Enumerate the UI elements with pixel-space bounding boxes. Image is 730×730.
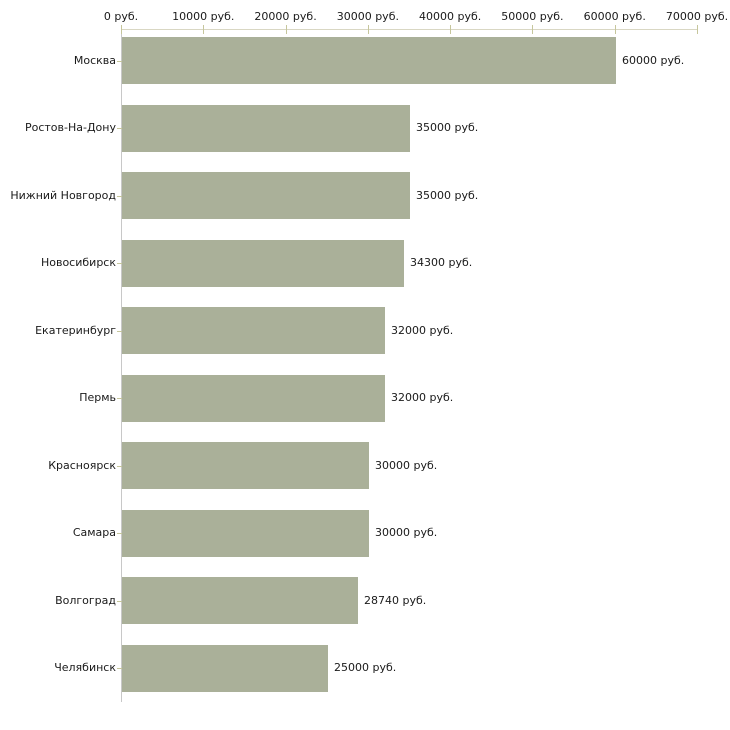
y-axis-line	[121, 29, 122, 702]
x-tick-label: 0 руб.	[103, 10, 139, 23]
x-tick-label: 10000 руб.	[172, 10, 235, 23]
bar-value-label: 32000 руб.	[391, 323, 454, 337]
x-tick-label: 70000 руб.	[665, 10, 729, 23]
category-label: Пермь	[79, 391, 116, 404]
category-label: Красноярск	[48, 458, 116, 472]
bar	[122, 509, 369, 557]
bar-value-label: 30000 руб.	[375, 526, 438, 539]
y-tick-mark	[117, 331, 126, 332]
x-tick-label: 50000 руб.	[501, 10, 564, 23]
x-tick-mark	[285, 25, 287, 34]
x-tick-mark	[450, 25, 452, 34]
x-axis-line	[121, 29, 697, 30]
bar-value-label: 60000 руб.	[622, 53, 685, 67]
bar	[122, 307, 385, 354]
bar-value-label: 28740 руб.	[364, 593, 427, 607]
y-tick-mark	[117, 196, 126, 197]
x-tick-mark	[697, 25, 698, 34]
category-label: Нижний Новгород	[10, 188, 116, 202]
x-tick-mark	[121, 25, 122, 34]
bar-value-label: 34300 руб.	[410, 256, 473, 269]
x-tick-label: 40000 руб.	[419, 10, 482, 23]
y-tick-mark	[117, 398, 126, 399]
bar	[122, 374, 385, 422]
y-tick-mark	[117, 533, 126, 534]
x-tick-label: 20000 руб.	[254, 10, 317, 23]
x-tick-mark	[367, 25, 369, 34]
category-label: Москва	[73, 53, 116, 67]
bar	[122, 577, 358, 624]
bar-value-label: 32000 руб.	[391, 391, 454, 404]
y-tick-mark	[117, 61, 126, 62]
bar-value-label: 35000 руб.	[416, 121, 479, 134]
y-tick-mark	[117, 668, 126, 669]
bar	[122, 442, 369, 489]
x-tick-mark	[532, 25, 534, 34]
category-label: Ростов-На-Дону	[24, 121, 116, 134]
bar-value-label: 25000 руб.	[334, 661, 397, 674]
bar	[122, 644, 328, 692]
bar	[122, 37, 616, 84]
bar	[122, 104, 410, 152]
bar	[122, 172, 410, 219]
category-label: Екатеринбург	[35, 323, 116, 337]
y-tick-mark	[117, 466, 126, 467]
x-tick-mark	[203, 25, 205, 34]
bar-value-label: 30000 руб.	[375, 458, 438, 472]
bar	[122, 239, 404, 287]
x-tick-label: 30000 руб.	[336, 10, 399, 23]
x-tick-mark	[614, 25, 616, 34]
category-label: Самара	[72, 526, 116, 539]
x-tick-label: 60000 руб.	[583, 10, 646, 23]
bar-value-label: 35000 руб.	[416, 188, 479, 202]
category-label: Новосибирск	[40, 256, 116, 269]
category-label: Волгоград	[55, 593, 116, 607]
y-tick-mark	[117, 263, 126, 264]
y-tick-mark	[117, 601, 126, 602]
category-label: Челябинск	[54, 661, 116, 674]
y-tick-mark	[117, 128, 126, 129]
